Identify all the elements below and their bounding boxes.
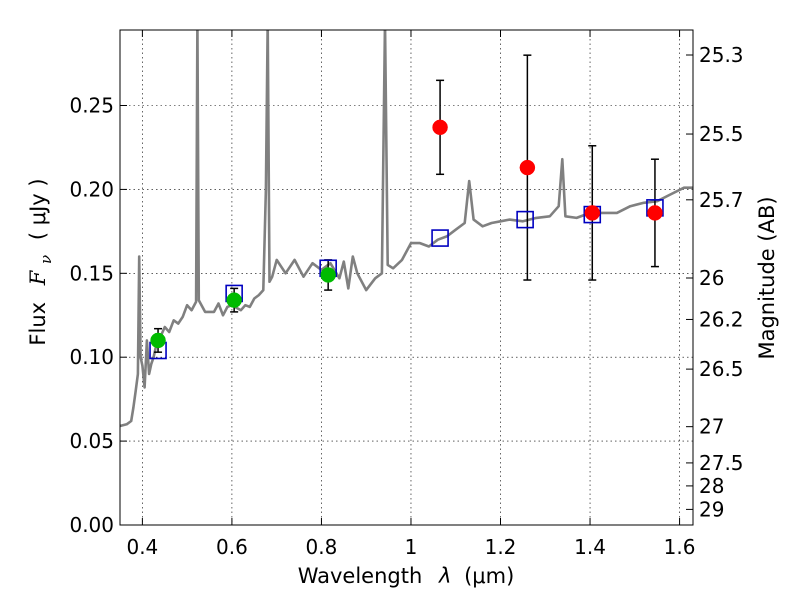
y-tick-label: 0.10 (69, 345, 114, 369)
y-axis-label-subscript: ν (37, 255, 55, 264)
observed-optical-point (226, 292, 242, 308)
y-axis-label: Flux F ν ( μJy ) (26, 178, 56, 345)
y2-tick-label: 26.5 (699, 357, 744, 381)
plot-frame (119, 29, 694, 526)
y-axis-label-symbol: F (26, 269, 50, 286)
x-axis-label-symbol: λ (438, 564, 451, 588)
x-tick-label: 0.8 (306, 535, 338, 559)
observed-nir-point (519, 159, 536, 176)
y-tick-label: 0.00 (69, 513, 114, 537)
y2-axis-label: Magnitude (AB) (755, 196, 779, 359)
x-tick-label: 1 (405, 535, 418, 559)
y2-tick-label: 26 (699, 266, 724, 290)
y2-tick-label: 27.5 (699, 451, 744, 475)
model-photometry-square (516, 210, 534, 229)
x-tick-label: 1.2 (485, 535, 517, 559)
y2-tick-label: 25.7 (699, 188, 744, 212)
x-axis-label-unit: (μm) (464, 564, 514, 588)
y2-tick-label: 25.5 (699, 122, 744, 146)
axis-ticks: 0.4 0.6 0.8 1 1.2 1.4 1.6 0.00 0.05 0.10 0.15 0.20 0… (69, 30, 744, 559)
y-tick-label: 0.15 (69, 261, 114, 285)
model-photometry-square (431, 229, 449, 247)
y2-tick-label: 26.2 (699, 307, 744, 331)
y2-tick-label: 28 (699, 474, 724, 498)
plot-background (120, 30, 693, 525)
x-tick-label: 1.4 (574, 535, 606, 559)
observed-optical-point (320, 267, 336, 283)
observed-nir-point (584, 205, 601, 221)
y-tick-label: 0.25 (69, 94, 114, 118)
x-tick-label: 1.6 (664, 535, 696, 559)
observed-optical-point (150, 332, 166, 349)
x-tick-label: 0.6 (216, 535, 248, 559)
y-axis-label-text: Flux (26, 302, 50, 346)
x-axis-label-text: Wavelength (298, 564, 423, 588)
observed-nir-point (432, 119, 448, 136)
y2-tick-label: 25.3 (699, 43, 744, 67)
x-axis-label: Wavelength λ (μm) (298, 564, 515, 588)
observed-nir-point (647, 205, 663, 221)
y-tick-label: 0.05 (69, 429, 114, 453)
y2-tick-label: 29 (699, 497, 724, 521)
y-tick-label: 0.20 (69, 177, 114, 201)
x-tick-label: 0.4 (126, 535, 158, 559)
observed-photometry-markers (150, 119, 663, 349)
y2-tick-label: 27 (699, 415, 724, 439)
y-axis-label-unit: ( μJy ) (26, 178, 50, 240)
model-photometry-markers (149, 199, 664, 360)
